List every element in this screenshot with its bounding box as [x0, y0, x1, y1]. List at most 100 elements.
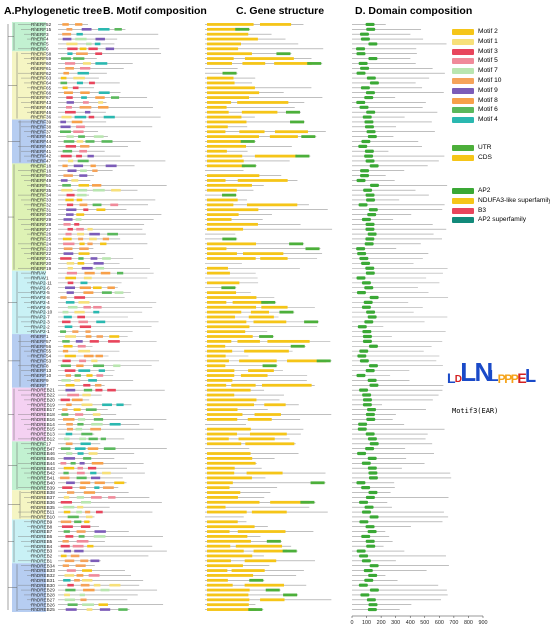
cds-box	[207, 23, 254, 26]
motif-legend-swatch	[452, 117, 474, 124]
motif-box	[64, 354, 76, 358]
gene-label: RhERF39	[31, 120, 52, 125]
motif-legend-swatch	[452, 97, 474, 104]
gene-label: RhERF47	[31, 159, 52, 164]
cds-box	[274, 62, 312, 65]
gene-label: RhDREB15	[31, 427, 55, 432]
ap2-domain	[361, 534, 371, 539]
motif-box	[74, 520, 82, 524]
motif-legend-label: Motif 10	[478, 77, 502, 84]
cds-box	[207, 140, 242, 143]
cds-box	[207, 408, 238, 412]
cds-box	[207, 213, 239, 217]
motif-box	[98, 28, 110, 31]
motif-box	[74, 310, 85, 314]
motif-box	[92, 413, 101, 416]
ap2-domain	[358, 61, 368, 66]
motif-box	[85, 408, 97, 411]
ap2-domain	[362, 403, 372, 407]
motif-box	[83, 305, 91, 309]
motif-box	[66, 452, 73, 455]
motif-box	[73, 408, 81, 411]
cds-box	[207, 539, 251, 543]
gene-label: RhAP2-1	[31, 329, 50, 334]
ap2-domain	[360, 37, 370, 41]
cds-box	[207, 496, 238, 499]
motif-box	[62, 237, 72, 241]
motif-box	[62, 359, 71, 363]
cds-box	[207, 349, 233, 353]
motif-box	[60, 125, 71, 129]
cds-box	[207, 466, 235, 470]
motif-legend-swatch	[452, 58, 474, 65]
motif-box	[71, 398, 83, 402]
gene-label: RhERF31	[31, 207, 52, 212]
cds-box	[253, 549, 288, 553]
cds-box	[251, 510, 287, 514]
ap2-domain	[361, 139, 371, 144]
gene-label: RhDREB46	[31, 451, 55, 456]
cds-box	[207, 457, 253, 460]
cds-box	[239, 130, 265, 134]
cds-box	[207, 354, 226, 358]
motif-box	[90, 257, 98, 260]
gene-label: RhERF4	[31, 37, 49, 42]
motif-box	[95, 37, 105, 41]
motif-box	[73, 164, 84, 168]
motif-box	[84, 271, 95, 275]
motif-box	[91, 422, 103, 426]
ap2-domain	[356, 100, 366, 105]
cds-box	[207, 135, 259, 138]
motif-box	[94, 42, 101, 46]
motif-box	[63, 242, 75, 246]
motif-box	[61, 525, 73, 528]
motif-box	[65, 374, 72, 377]
gene-label: RhRAV	[31, 271, 47, 276]
cds-box	[207, 110, 229, 114]
motif-box	[65, 198, 74, 202]
utr-box	[262, 364, 277, 368]
logo-letter: P	[504, 372, 513, 386]
motif-box	[88, 437, 98, 441]
gene-label: RhERF40	[31, 144, 52, 149]
motif-box	[64, 437, 70, 441]
ap2-domain	[361, 217, 371, 222]
motif-box	[75, 340, 83, 343]
ap2-domain	[360, 86, 370, 90]
motif-box	[66, 42, 78, 46]
gene-label: RhERF61	[31, 66, 52, 71]
gene-label: RhERF52	[31, 22, 52, 27]
motif-box	[60, 520, 72, 524]
cds-box	[207, 481, 233, 485]
ap2-domain	[360, 169, 370, 173]
cds-box	[207, 310, 242, 314]
motif-box	[118, 608, 128, 611]
motif-box	[83, 457, 92, 460]
cds-box	[207, 257, 256, 260]
cds-box	[207, 86, 255, 90]
ap2-domain	[367, 213, 377, 217]
cds-box	[240, 374, 268, 377]
gene-label: RhDREB12	[31, 437, 55, 442]
ap2-domain	[368, 344, 378, 348]
motif-legend-label: Motif 9	[478, 86, 498, 94]
cds-box	[242, 62, 266, 65]
motif-box	[102, 237, 110, 241]
gene-label: RhERF8	[31, 363, 49, 368]
ap2-domain	[365, 495, 375, 500]
gene-label: RhDREB39	[31, 485, 55, 490]
ap2-domain	[367, 408, 377, 412]
ap2-domain	[366, 198, 376, 202]
ap2-domain	[364, 242, 374, 246]
motif-box	[65, 335, 77, 338]
motif-box	[94, 486, 100, 489]
motif-box	[66, 203, 74, 207]
cds-box	[207, 403, 255, 407]
motif-box	[87, 154, 94, 158]
ap2-domain	[358, 203, 368, 207]
motif-box	[86, 42, 92, 46]
motif-box	[96, 374, 104, 377]
motif-box	[105, 47, 115, 51]
motif-box	[77, 452, 84, 455]
cds-box	[207, 574, 254, 577]
